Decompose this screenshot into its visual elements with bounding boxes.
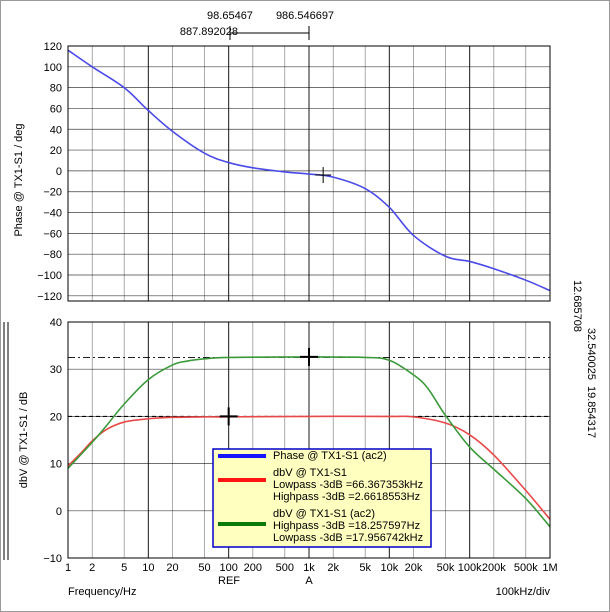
y-tick-label: 40 (50, 124, 62, 136)
x-tick-label: 200k (482, 562, 506, 574)
legend-label-dbv: dbV @ TX1-S1 (273, 467, 347, 479)
legend-label-dbv-ac2: dbV @ TX1-S1 (ac2) (273, 508, 375, 520)
x-tick-label: 1 (65, 562, 71, 574)
phase-chart: 120 100 80 60 40 20 0 −20 −40 −60 −80 −100 −120 Phas… (13, 41, 551, 303)
db-cursor-markers (219, 347, 318, 426)
x-tick-label: 5 (121, 562, 127, 574)
legend-box (212, 448, 432, 548)
y-tick-label: 100 (44, 62, 62, 74)
db-cursor-readout-b: 19.854317 (585, 386, 597, 438)
y-tick-label: 80 (50, 83, 62, 95)
x-tick-label: 100 (219, 562, 237, 574)
x-tick-label: 50k (437, 562, 455, 574)
phase-cursor-readout: 12.685708 (571, 280, 583, 332)
x-tick-label: 20 (166, 562, 178, 574)
phase-y-tick-labels: 120 100 80 60 40 20 0 −20 −40 −60 −80 −100 −120 (37, 41, 62, 303)
phase-plot-frame (67, 45, 551, 302)
y-tick-label: −80 (43, 249, 62, 261)
x-tick-label: 100k (458, 562, 482, 574)
y-tick-label: −60 (43, 228, 62, 240)
y-tick-label: −20 (43, 187, 62, 199)
x-tick-label: 1M (542, 562, 557, 574)
y-tick-label: 0 (56, 166, 62, 178)
phase-y-axis-label: Phase @ TX1-S1 / deg (13, 123, 25, 236)
cursor-delta-value: 887.892028 (180, 26, 238, 38)
y-tick-label: 20 (50, 411, 62, 423)
y-tick-label: 120 (44, 41, 62, 53)
x-tick-label: 5k (359, 562, 371, 574)
x-tick-label: 500 (276, 562, 294, 574)
y-tick-label: 10 (50, 459, 62, 471)
legend-label-phase: Phase @ TX1-S1 (ac2) (273, 450, 387, 462)
x-tick-labels: 1 2 5 10 20 50 100 200 500 1k 2k 5k 10k 20k 50k 100k 200… (65, 562, 558, 574)
y-tick-label: 0 (56, 506, 62, 518)
y-tick-label: −100 (37, 270, 62, 282)
cursor-readout-header: 98.65467 986.546697 887.892028 (180, 10, 334, 40)
db-plot-frame (67, 321, 551, 559)
legend-highpass-dbv: Highpass -3dB =2.6618553Hz (273, 491, 420, 503)
phase-cursor-marker (315, 167, 332, 184)
cursor-ref-value: 98.65467 (207, 10, 253, 22)
x-tick-label: 1k (303, 562, 315, 574)
y-tick-label: −10 (43, 553, 62, 565)
x-tick-label: 10k (380, 562, 398, 574)
y-tick-label: 40 (50, 317, 62, 329)
cursor-a-value: 986.546697 (276, 10, 334, 22)
db-y-tick-labels: 40 30 20 10 0 −10 (43, 317, 62, 565)
x-tick-label: 2k (327, 562, 339, 574)
y-tick-label: 60 (50, 103, 62, 115)
y-tick-label: −120 (37, 291, 62, 303)
x-tick-label: 20k (405, 562, 423, 574)
legend-highpass-dbv-ac2: Highpass -3dB =18.257597Hz (273, 520, 420, 532)
legend-lowpass-dbv: Lowpass -3dB =66.367353kHz (273, 479, 423, 491)
ref-cursor-label: REF (218, 575, 240, 587)
x-axis-label: Frequency/Hz (68, 586, 136, 598)
y-tick-label: −40 (43, 208, 62, 220)
x-division-label: 100kHz/div (496, 586, 551, 598)
phase-series (67, 49, 551, 292)
series-line-0 (67, 49, 551, 292)
db-y-axis-label: dbV @ TX1-S1 / dB (18, 392, 30, 489)
x-tick-label: 2 (89, 562, 95, 574)
legend: Phase @ TX1-S1 (ac2) dbV @ TX1-S1 Lowpas… (212, 448, 432, 548)
a-cursor-label: A (305, 575, 313, 587)
db-cursor-readout-a: 32.540025 (585, 328, 597, 380)
y-tick-label: 30 (50, 364, 62, 376)
x-tick-label: 10 (142, 562, 154, 574)
legend-lowpass-dbv-ac2: Lowpass -3dB =17.956742kHz (273, 532, 423, 544)
x-tick-label: 50 (198, 562, 210, 574)
x-tick-label: 200 (244, 562, 262, 574)
y-tick-label: 20 (50, 145, 62, 157)
x-tick-label: 500k (514, 562, 538, 574)
